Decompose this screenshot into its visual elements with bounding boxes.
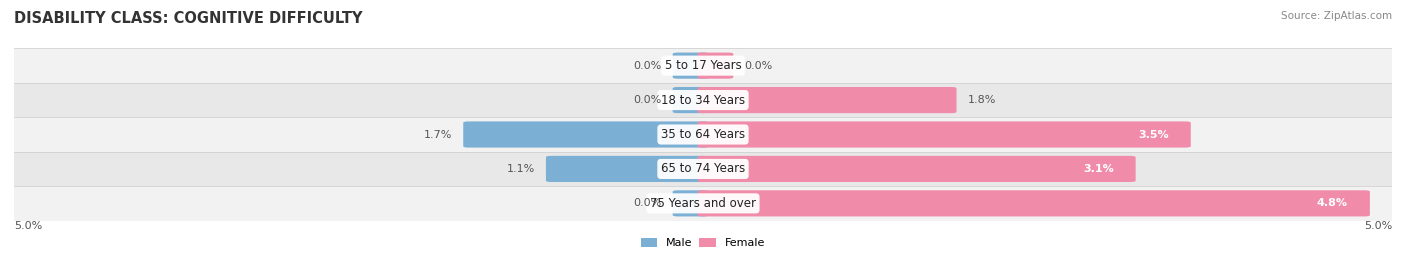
FancyBboxPatch shape — [697, 121, 1191, 148]
FancyBboxPatch shape — [463, 121, 709, 148]
Text: 4.8%: 4.8% — [1317, 198, 1348, 208]
FancyBboxPatch shape — [697, 52, 734, 79]
Text: 1.1%: 1.1% — [506, 164, 534, 174]
Text: 0.0%: 0.0% — [634, 198, 662, 208]
Text: 18 to 34 Years: 18 to 34 Years — [661, 94, 745, 107]
Bar — [14, 152, 1392, 186]
Text: 35 to 64 Years: 35 to 64 Years — [661, 128, 745, 141]
Legend: Male, Female: Male, Female — [637, 233, 769, 253]
FancyBboxPatch shape — [546, 156, 709, 182]
Text: 3.1%: 3.1% — [1083, 164, 1114, 174]
FancyBboxPatch shape — [672, 190, 709, 217]
Text: 0.0%: 0.0% — [744, 61, 772, 71]
FancyBboxPatch shape — [672, 87, 709, 113]
Bar — [14, 186, 1392, 221]
FancyBboxPatch shape — [697, 190, 1369, 217]
Text: Source: ZipAtlas.com: Source: ZipAtlas.com — [1281, 11, 1392, 21]
Text: 75 Years and over: 75 Years and over — [650, 197, 756, 210]
Text: 0.0%: 0.0% — [634, 95, 662, 105]
Text: 5.0%: 5.0% — [14, 221, 42, 231]
Text: 0.0%: 0.0% — [634, 61, 662, 71]
Bar — [14, 48, 1392, 83]
Text: 1.7%: 1.7% — [423, 129, 453, 140]
Text: DISABILITY CLASS: COGNITIVE DIFFICULTY: DISABILITY CLASS: COGNITIVE DIFFICULTY — [14, 11, 363, 26]
FancyBboxPatch shape — [697, 156, 1136, 182]
Text: 5 to 17 Years: 5 to 17 Years — [665, 59, 741, 72]
Text: 65 to 74 Years: 65 to 74 Years — [661, 162, 745, 175]
Text: 1.8%: 1.8% — [967, 95, 995, 105]
Text: 5.0%: 5.0% — [1364, 221, 1392, 231]
Bar — [14, 83, 1392, 117]
Bar — [14, 117, 1392, 152]
Text: 3.5%: 3.5% — [1137, 129, 1168, 140]
FancyBboxPatch shape — [697, 87, 956, 113]
FancyBboxPatch shape — [672, 52, 709, 79]
